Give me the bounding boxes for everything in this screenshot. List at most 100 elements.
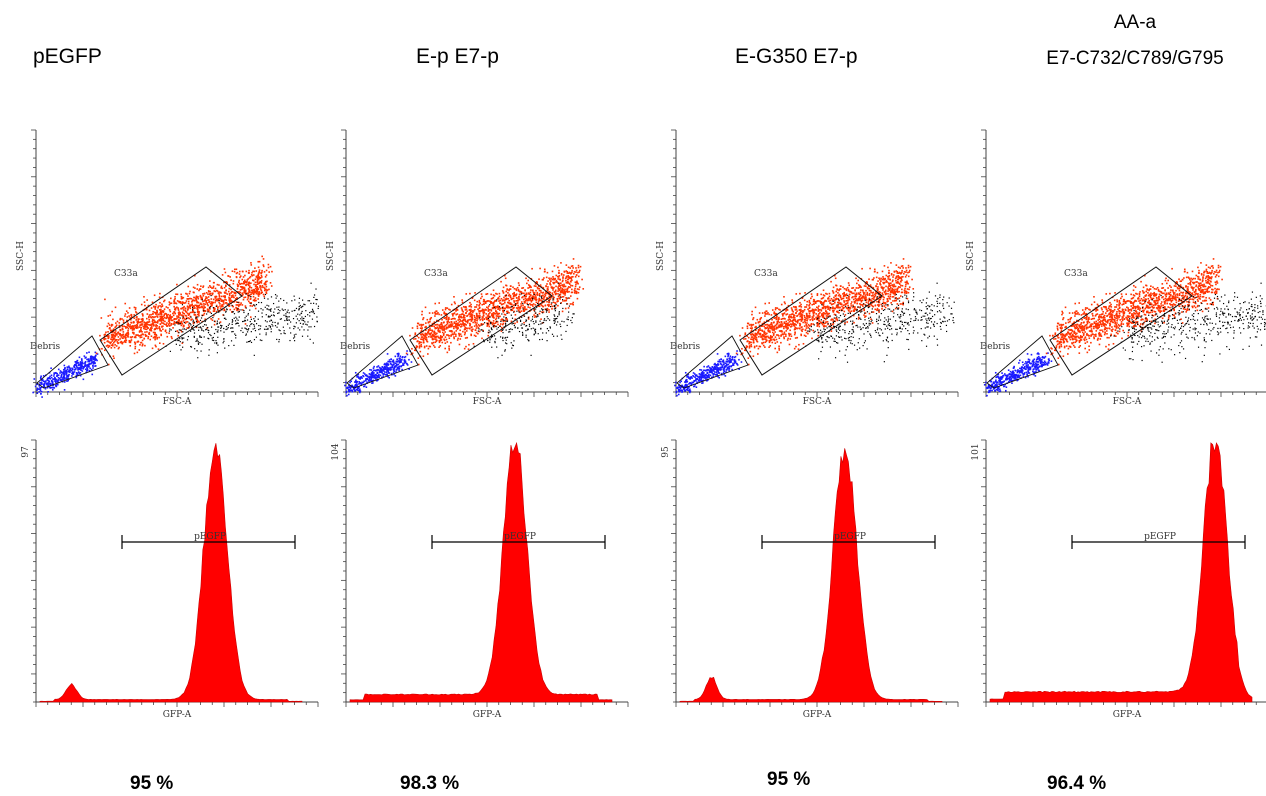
gated-event [424, 332, 427, 335]
ungated-event [549, 326, 551, 328]
gated-event [164, 312, 167, 315]
ungated-event [473, 345, 475, 347]
gated-event [425, 338, 427, 340]
gated-event [229, 301, 231, 303]
gated-event [252, 270, 254, 273]
ungated-event [246, 319, 249, 321]
debris-event [49, 377, 52, 380]
ungated-event [499, 325, 501, 328]
ungated-event [313, 294, 316, 296]
debris-event [730, 359, 733, 361]
gated-event [192, 322, 195, 325]
debris-event [345, 390, 348, 393]
ungated-event [489, 331, 491, 333]
ungated-event [248, 294, 250, 297]
ungated-event [551, 333, 554, 335]
ungated-event [280, 298, 282, 300]
gated-event [458, 343, 461, 346]
gated-event [562, 279, 564, 282]
gated-event [522, 304, 524, 307]
gated-event [557, 290, 559, 292]
gated-event [196, 296, 198, 299]
gated-event [140, 318, 143, 321]
gated-event [159, 301, 161, 304]
ungated-event [178, 339, 180, 341]
gated-event [465, 324, 467, 326]
gated-event [223, 286, 226, 289]
gated-event [470, 306, 473, 308]
gated-event [497, 308, 500, 310]
gated-event [534, 298, 536, 301]
gated-event [134, 326, 137, 329]
gated-event [463, 333, 466, 336]
gated-event [456, 323, 458, 325]
debris-event [396, 364, 398, 367]
gated-event [515, 293, 518, 295]
gated-event [559, 298, 561, 300]
scatter-x-label: FSC-A [473, 397, 502, 407]
gated-event [115, 325, 117, 328]
gated-event [479, 319, 482, 321]
gated-event [455, 333, 457, 336]
gated-event [134, 342, 137, 345]
gated-event [496, 293, 498, 295]
gated-event [243, 281, 246, 284]
debris-event [83, 366, 85, 368]
gated-event [482, 300, 485, 303]
ungated-event [278, 300, 280, 302]
ungated-event [223, 327, 225, 330]
gated-event [236, 283, 239, 286]
ungated-event [299, 329, 301, 331]
gated-event [437, 336, 440, 339]
gated-event [209, 311, 211, 314]
debris-event [387, 363, 389, 365]
gated-event [140, 336, 143, 338]
gated-event [452, 314, 454, 317]
gated-event [501, 290, 504, 292]
gated-event [103, 334, 106, 336]
gated-event [153, 324, 155, 327]
ungated-event [534, 328, 536, 330]
debris-event [688, 386, 690, 388]
gated-event [126, 326, 129, 329]
ungated-event [199, 336, 201, 338]
debris-event [355, 388, 358, 391]
gated-event [187, 297, 190, 300]
gated-event [116, 341, 119, 343]
gated-event [221, 274, 224, 276]
debris-event [716, 353, 719, 355]
ungated-event [271, 323, 273, 326]
debris-event [57, 374, 60, 376]
gated-event [163, 299, 166, 302]
debris-event [714, 362, 716, 365]
ungated-event [236, 318, 238, 320]
gated-event [141, 313, 144, 315]
gated-event [471, 330, 473, 333]
gated-event [260, 281, 262, 283]
gated-event [257, 298, 259, 300]
gated-event [542, 301, 545, 304]
gated-event [438, 346, 440, 349]
gated-event [173, 300, 176, 303]
gated-event [235, 276, 238, 279]
gated-event [155, 333, 158, 336]
debris-event [358, 381, 361, 383]
gated-event [127, 312, 129, 314]
gated-event [428, 335, 430, 338]
gated-event [468, 327, 470, 330]
ungated-event [276, 306, 278, 308]
gated-event [133, 352, 136, 355]
debris-event [715, 368, 717, 371]
gated-event [204, 318, 206, 321]
gated-event [196, 311, 199, 313]
gated-event [254, 278, 257, 281]
ungated-event [493, 306, 495, 309]
gated-event [561, 288, 564, 291]
gated-event [440, 326, 442, 328]
gated-event [180, 295, 183, 298]
ungated-event [269, 315, 271, 317]
gated-event [156, 325, 159, 327]
debris-event [63, 375, 65, 378]
gated-event [487, 309, 490, 311]
